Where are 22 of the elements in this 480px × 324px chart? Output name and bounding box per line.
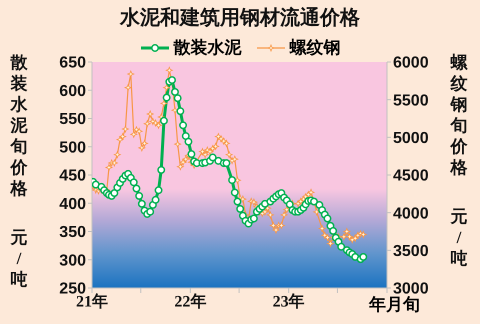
legend-label: 螺纹钢 — [290, 37, 340, 59]
x-axis-title: 年月旬 — [369, 294, 420, 316]
y-tick-label: 300 — [59, 252, 86, 270]
x-tick-label: 23年 — [272, 292, 305, 310]
y-tick-label: 550 — [59, 111, 86, 128]
chart-title: 水泥和建筑用钢材流通价格 — [118, 6, 361, 31]
y2-tick-label: 6000 — [393, 54, 429, 72]
legend-label: 散装水泥 — [174, 37, 242, 59]
y2-tick-label: 5000 — [393, 130, 429, 148]
y2-tick-label: 3500 — [393, 243, 429, 260]
y2-tick-label: 4000 — [393, 205, 429, 222]
text: 螺纹钢旬价格元/吨 — [450, 53, 468, 268]
y-tick-label: 450 — [59, 168, 86, 185]
y2-tick-label: 5500 — [393, 92, 429, 110]
text: 散装水泥旬价格元/吨 — [10, 53, 28, 289]
y-tick-label: 350 — [59, 224, 86, 242]
y2-tick-label: 4500 — [393, 168, 429, 185]
y-tick-label: 400 — [59, 196, 86, 213]
y-tick-label: 500 — [59, 139, 86, 156]
x-tick-label: 22年 — [174, 292, 206, 310]
y-tick-label: 600 — [59, 82, 86, 100]
y-tick-label: 650 — [59, 54, 86, 72]
